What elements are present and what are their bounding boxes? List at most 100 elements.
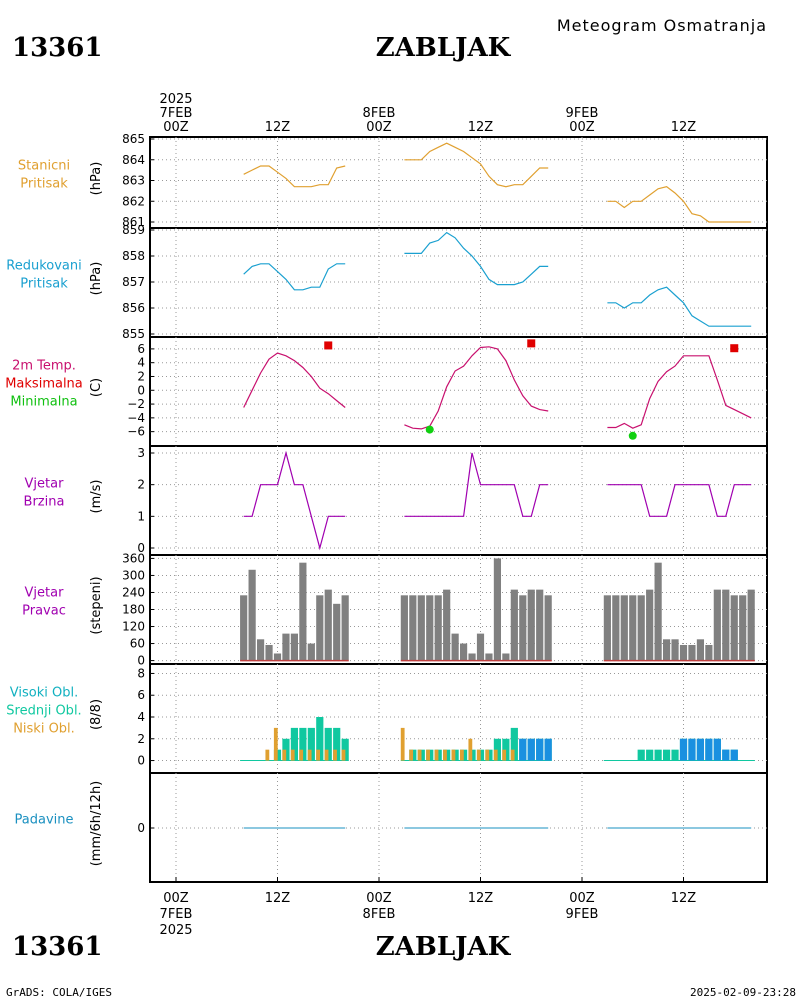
y-tick-label: 6 [137,342,145,356]
series-line [607,186,752,223]
y-tick-label: 0 [137,654,145,668]
time-label-top: 12Z [468,120,494,135]
y-tick-label: 4 [137,710,145,724]
wind-direction-bar [696,639,705,661]
station-name: ZABLJAK [376,33,512,63]
cloud-blue-bar [679,738,688,761]
y-tick-label: 3 [137,446,145,460]
wind-direction-bar [324,589,332,661]
y-tick-label: 856 [122,301,145,315]
y-tick-label: 862 [122,194,145,208]
y-tick-label: −6 [127,425,145,439]
cloud-blue-bar [705,738,713,761]
panel-label: Pritisak [20,177,68,192]
y-tick-label: −4 [127,411,145,425]
cloud-high-mid-bar [282,738,290,761]
panel-frame [149,136,768,229]
wind-direction-bar [307,643,315,661]
y-tick-label: 857 [122,275,145,289]
cloud-high-mid-bar [299,727,307,761]
wind-direction-bar [273,653,282,661]
wind-direction-bar [730,595,738,661]
cloud-low-bar [273,727,278,761]
wind-direction-bar [426,595,434,661]
panel-unit-label: (C) [89,378,104,397]
panel-label: Pravac [22,604,66,619]
time-label-top: 00Z [163,120,189,135]
y-tick-label: 2 [137,369,145,383]
time-label-bottom: 7FEB [160,907,193,922]
wind-direction-bar [688,644,696,661]
cloud-high-mid-bar [510,727,518,761]
wind-direction-bar [536,589,544,661]
cloud-low-bar [417,749,422,761]
tmax-marker [527,339,536,348]
time-label-bottom: 00Z [569,891,595,906]
y-tick-label: 0 [137,383,145,397]
panel-label: Vjetar [25,477,65,492]
y-tick-label: 0 [137,821,145,835]
cloud-high-mid-bar [502,738,510,761]
cloud-low-bar [316,749,321,761]
time-label-bottom: 00Z [163,891,189,906]
panel-frame [149,445,768,556]
series-line [404,142,549,188]
y-tick-label: 859 [122,223,145,237]
wind-direction-bar [333,603,341,661]
wind-direction-bar [417,595,425,661]
time-label-top: 12Z [265,120,291,135]
series-line [607,286,752,327]
wind-direction-bar [713,589,721,661]
wind-direction-bar [722,589,730,661]
panel-label: Minimalna [10,395,77,410]
cloud-high-mid-bar [637,749,645,761]
wind-direction-bar [434,595,442,661]
series-line [404,346,549,430]
cloud-low-bar [324,749,329,761]
tmax-marker [730,344,739,353]
cloud-blue-bar [722,749,730,761]
cloud-low-bar [468,738,473,761]
series-line [243,450,346,551]
wind-direction-bar [485,653,493,661]
series-line [243,352,346,408]
wind-direction-bar [603,595,611,661]
cloud-low-bar [510,749,515,761]
cloud-low-bar [451,749,456,761]
panel-label: Visoki Obl. [10,686,78,701]
tmin-marker [425,425,434,434]
wind-direction-bar [256,639,265,661]
time-label-bottom: 2025 [159,923,192,938]
y-tick-label: 6 [137,688,145,702]
cloud-high-mid-bar [341,738,349,761]
y-tick-label: 865 [122,132,145,146]
y-tick-label: 861 [122,215,145,229]
series-line [404,231,549,286]
time-label-top: 7FEB [160,106,193,121]
subtitle: Meteogram Osmatranja [557,16,767,35]
series-line [607,484,752,517]
cloud-blue-bar [519,738,527,761]
time-label-top: 12Z [671,120,697,135]
y-tick-label: 60 [130,637,145,651]
time-label-top: 00Z [366,120,392,135]
cloud-low-bar [400,727,405,761]
time-label-top: 2025 [159,92,192,107]
panel-unit-label: (hPa) [89,262,104,296]
y-tick-label: 0 [137,754,145,768]
y-tick-label: 0 [137,541,145,555]
wind-direction-bar [671,639,679,661]
y-tick-label: 864 [122,153,145,167]
panel-label: Brzina [24,495,65,510]
wind-direction-bar [646,589,654,661]
y-tick-label: −2 [127,397,145,411]
cloud-low-bar [459,749,464,761]
cloud-high-mid-bar [290,727,299,761]
y-tick-label: 180 [122,603,145,617]
wind-direction-bar [299,562,307,661]
wind-direction-bar [443,589,451,661]
wind-direction-bar [510,589,518,661]
series-line [607,355,752,429]
cloud-blue-bar [713,738,721,761]
